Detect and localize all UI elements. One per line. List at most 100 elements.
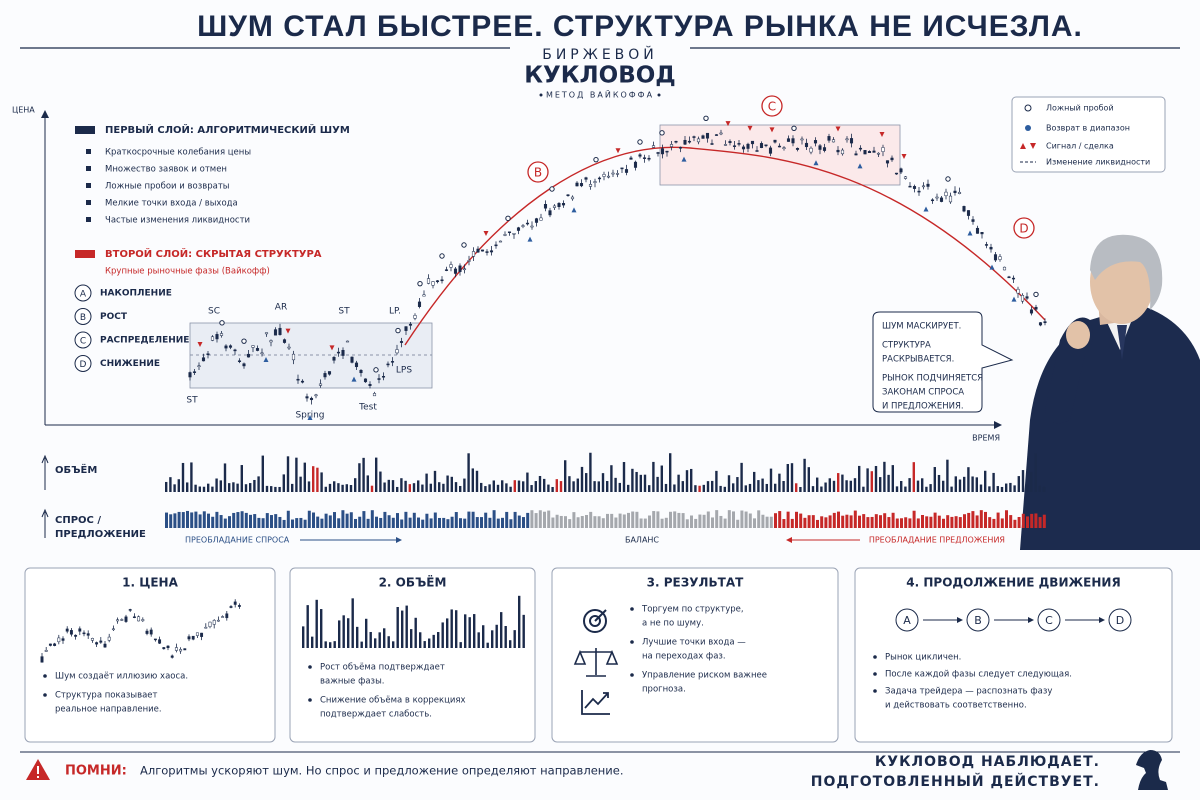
volume-bar — [219, 480, 222, 492]
volume-bar — [753, 471, 756, 492]
sd-bar — [984, 511, 987, 528]
sd-bar — [946, 515, 950, 528]
candle — [363, 378, 368, 383]
sd-bar — [1009, 515, 1013, 528]
layer2-swatch — [75, 250, 95, 258]
sd-bar — [606, 513, 609, 528]
candle — [836, 149, 840, 153]
volume-bar — [433, 470, 437, 492]
card-bullet: на переходах фаз. — [642, 652, 726, 662]
mini-volume-bar — [342, 615, 345, 648]
candle — [926, 183, 930, 187]
signal-marker — [329, 345, 335, 351]
candle — [359, 369, 363, 374]
volume-bar — [858, 465, 861, 492]
candle — [327, 371, 332, 375]
volume-bar — [635, 471, 638, 492]
candle — [584, 177, 588, 180]
candle — [200, 632, 204, 637]
candle — [305, 396, 309, 399]
sd-bar — [417, 517, 420, 528]
candle — [615, 173, 620, 175]
candle — [917, 190, 921, 193]
sd-bar — [442, 517, 446, 528]
candle — [674, 140, 678, 143]
footer-text: Алгоритмы ускоряют шум. Но спрос и предл… — [140, 764, 624, 778]
volume-bar — [316, 467, 319, 492]
candle — [395, 349, 399, 354]
volume-bar — [748, 483, 752, 492]
card-title: 2. ОБЪЁМ — [379, 575, 447, 590]
volume-bar — [232, 482, 235, 492]
sd-bar — [249, 514, 252, 528]
volume-bar — [354, 478, 357, 492]
sd-bar — [1030, 513, 1034, 528]
volume-bar — [568, 476, 571, 492]
volume-bar — [862, 486, 865, 492]
sd-bar — [862, 514, 866, 528]
candle — [822, 147, 827, 151]
candle — [723, 144, 728, 146]
sd-bar — [820, 516, 824, 528]
false-break-marker — [439, 253, 445, 259]
candle — [660, 148, 665, 155]
sd-bar — [782, 519, 786, 528]
candle — [44, 649, 48, 652]
volume-bar — [1000, 486, 1004, 492]
candle — [413, 315, 417, 319]
false-break-marker — [505, 215, 511, 222]
candle — [440, 279, 444, 282]
sd-bar — [190, 512, 194, 528]
volume-bar — [866, 468, 869, 492]
sd-bar — [211, 516, 215, 528]
candle — [818, 145, 822, 150]
volume-bar — [538, 475, 542, 492]
volume-bar — [501, 480, 504, 492]
sd-bar — [450, 516, 454, 528]
volume-bar — [606, 481, 609, 492]
sd-bar — [526, 512, 530, 528]
legend-icon — [1024, 104, 1032, 112]
volume-bar — [547, 484, 550, 492]
volume-bar — [324, 486, 327, 492]
candle — [145, 630, 149, 634]
volume-bar — [505, 483, 508, 492]
mini-volume-bar — [513, 630, 516, 648]
volume-bar — [454, 482, 458, 492]
volume-bar — [429, 483, 432, 492]
mini-volume-bar — [396, 606, 399, 648]
card-bullet: Торгуем по структуре, — [641, 605, 744, 615]
volume-bar — [904, 486, 907, 492]
candle — [216, 619, 220, 622]
volume-bar — [698, 485, 701, 492]
sd-bar — [198, 514, 202, 528]
sd-bar — [1017, 517, 1021, 528]
volume-bar — [958, 479, 962, 492]
candle — [588, 184, 593, 187]
candle — [962, 206, 966, 212]
candle — [179, 649, 183, 652]
candle — [728, 141, 732, 143]
volume-bar — [421, 484, 424, 492]
candle — [323, 373, 327, 378]
brand-top: БИРЖЕВОЙ — [542, 45, 658, 63]
volume-bar — [828, 478, 831, 492]
sd-bar — [757, 510, 761, 528]
candle — [314, 394, 318, 397]
phase-ring — [74, 331, 92, 349]
scales-icon — [573, 648, 619, 677]
volume-bar — [194, 484, 197, 492]
candle — [1043, 321, 1047, 324]
candle — [444, 269, 449, 271]
sd-bar — [715, 510, 719, 528]
volume-bar — [1042, 486, 1046, 492]
sd-bar — [694, 518, 698, 528]
sd-bar — [832, 512, 836, 528]
candle — [593, 181, 597, 183]
sd-bar — [971, 511, 975, 528]
volume-bar — [765, 483, 768, 492]
candle — [656, 152, 660, 154]
candle — [86, 633, 90, 636]
false-break-marker — [395, 327, 401, 334]
volume-bar — [942, 480, 945, 492]
